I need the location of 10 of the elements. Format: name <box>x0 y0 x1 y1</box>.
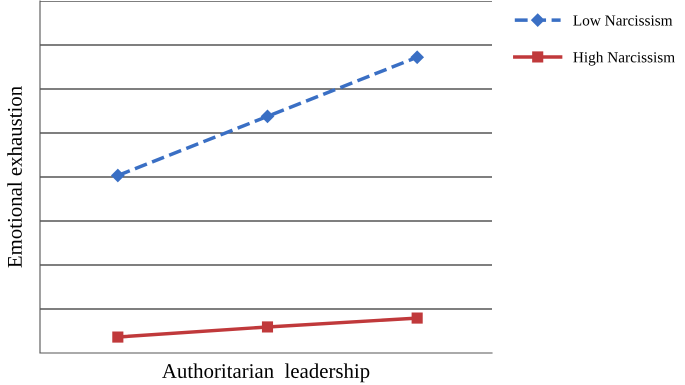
point <box>412 312 423 324</box>
legend-label: High Narcissism <box>573 52 675 66</box>
point <box>262 321 274 333</box>
point <box>111 168 124 182</box>
y-axis-title: Emotional exhaustion <box>7 86 22 268</box>
point <box>260 110 274 123</box>
legend-label: Low Narcissism <box>573 15 672 26</box>
x-axis-title: Authoritarian leadership <box>162 363 370 382</box>
point <box>410 50 424 64</box>
point <box>112 331 124 343</box>
